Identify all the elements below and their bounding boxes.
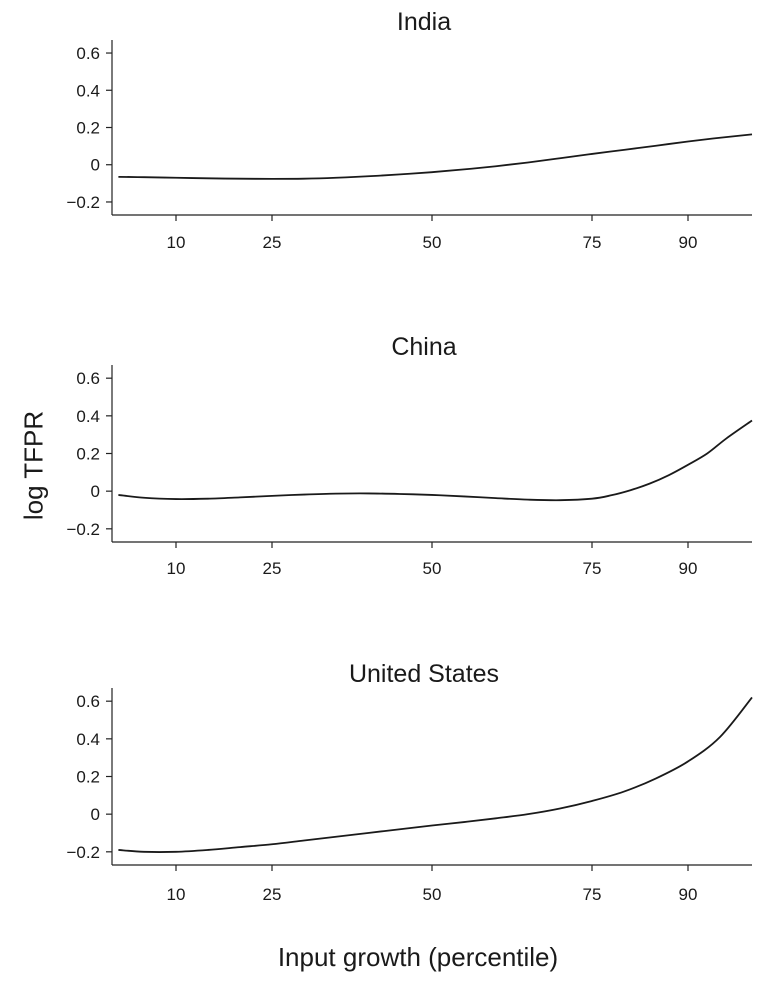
x-tick-label: 25 xyxy=(263,233,282,252)
x-tick-label: 90 xyxy=(679,885,698,904)
x-tick-label: 10 xyxy=(167,885,186,904)
y-tick-label: −0.2 xyxy=(66,520,100,539)
series-line xyxy=(118,133,753,180)
y-tick-label: 0 xyxy=(91,156,100,175)
y-tick-label: −0.2 xyxy=(66,193,100,212)
y-tick-label: 0 xyxy=(91,805,100,824)
y-axis-label: log TFPR xyxy=(18,410,49,521)
x-tick-label: 10 xyxy=(167,233,186,252)
x-axis-label: Input growth (percentile) xyxy=(277,942,559,972)
x-tick-label: 90 xyxy=(679,233,698,252)
x-tick-label: 75 xyxy=(583,233,602,252)
chart-title: China xyxy=(391,333,456,361)
chart-panel-2: United States −0.2 0 0.2 0.4 0.6 10 25 50 75 90 xyxy=(66,660,753,904)
x-tick-label: 25 xyxy=(263,559,282,578)
x-tick-label: 75 xyxy=(583,559,602,578)
chart-title: United States xyxy=(349,660,499,688)
x-tick-label: 50 xyxy=(423,559,442,578)
y-tick-label: 0.4 xyxy=(76,730,100,749)
x-tick-label: 50 xyxy=(423,885,442,904)
x-tick-label: 50 xyxy=(423,233,442,252)
x-tick-label: 75 xyxy=(583,885,602,904)
series-line xyxy=(118,696,753,853)
y-tick-label: 0.2 xyxy=(76,768,100,787)
y-tick-label: 0.6 xyxy=(76,369,100,388)
y-tick-label: 0.6 xyxy=(76,44,100,63)
y-tick-label: 0.4 xyxy=(76,81,100,100)
y-tick-label: 0.4 xyxy=(76,407,100,426)
y-tick-label: 0.2 xyxy=(76,119,100,138)
x-tick-label: 10 xyxy=(167,559,186,578)
chart-panel-1: China −0.2 0 0.2 0.4 0.6 10 25 50 75 90 xyxy=(66,333,753,578)
y-tick-label: 0.2 xyxy=(76,445,100,464)
x-tick-label: 25 xyxy=(263,885,282,904)
chart-title: India xyxy=(397,8,451,36)
chart-panel-0: India −0.2 0 0.2 0.4 0.6 10 25 50 75 90 xyxy=(66,8,753,252)
y-tick-label: 0 xyxy=(91,482,100,501)
y-tick-label: −0.2 xyxy=(66,843,100,862)
x-tick-label: 90 xyxy=(679,559,698,578)
y-tick-label: 0.6 xyxy=(76,692,100,711)
series-line xyxy=(118,419,753,502)
